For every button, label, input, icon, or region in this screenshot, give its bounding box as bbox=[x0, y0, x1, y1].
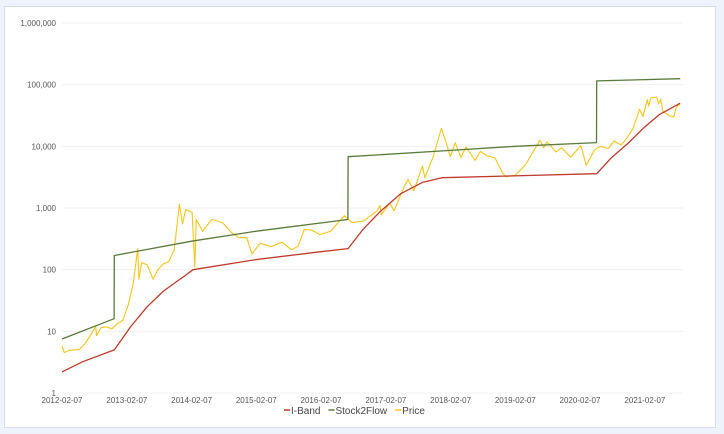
x-tick-label: 2017-02-07 bbox=[365, 396, 406, 405]
series-lines bbox=[61, 78, 681, 373]
legend-item-stock2flow[interactable]: Stock2Flow bbox=[328, 406, 388, 417]
legend: I-Band Stock2Flow Price bbox=[284, 406, 425, 417]
series-line-i-band bbox=[61, 102, 681, 373]
legend-label: I-Band bbox=[291, 406, 320, 417]
series-line-stock2flow bbox=[61, 78, 681, 340]
y-tick-label: 1 bbox=[52, 389, 57, 398]
x-tick-label: 2016-02-07 bbox=[301, 396, 342, 405]
x-tick-label: 2015-02-07 bbox=[236, 396, 277, 405]
legend-label: Price bbox=[402, 406, 425, 417]
y-tick-label: 10,000 bbox=[32, 142, 57, 151]
chart-card bbox=[4, 6, 716, 428]
y-tick-label: 1,000,000 bbox=[20, 19, 56, 28]
legend-item-i-band[interactable]: I-Band bbox=[284, 406, 320, 417]
y-tick-label: 10 bbox=[47, 327, 56, 336]
legend-label: Stock2Flow bbox=[335, 406, 387, 417]
y-tick-label: 100 bbox=[43, 266, 57, 275]
y-tick-label: 100,000 bbox=[27, 81, 56, 90]
legend-item-price[interactable]: Price bbox=[395, 406, 425, 417]
x-tick-label: 2020-02-07 bbox=[560, 396, 601, 405]
x-tick-label: 2012-02-07 bbox=[42, 396, 83, 405]
x-tick-label: 2014-02-07 bbox=[171, 396, 212, 405]
series-line-price bbox=[61, 96, 681, 354]
x-tick-label: 2013-02-07 bbox=[106, 396, 147, 405]
y-tick-label: 1,000 bbox=[36, 204, 57, 213]
x-tick-label: 2019-02-07 bbox=[495, 396, 536, 405]
y-axis: 1 10 100 1,000 10,000 100,000 1,000,000 bbox=[20, 19, 56, 398]
x-axis: 2012-02-07 2013-02-07 2014-02-07 2015-02-07… bbox=[42, 396, 666, 405]
x-tick-label: 2021-02-07 bbox=[624, 396, 665, 405]
x-tick-label: 2018-02-07 bbox=[430, 396, 471, 405]
grid bbox=[62, 22, 683, 394]
